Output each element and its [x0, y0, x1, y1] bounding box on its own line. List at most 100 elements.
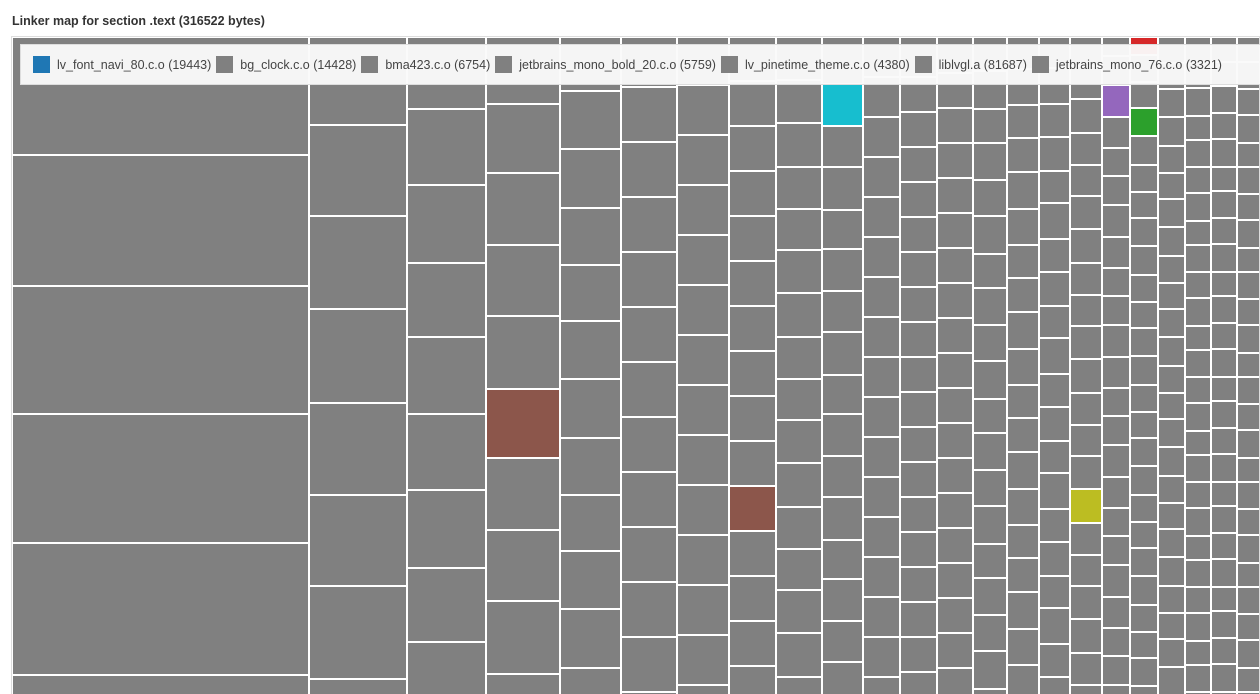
treemap-cell[interactable] [1103, 478, 1129, 507]
treemap-cell[interactable] [1159, 640, 1184, 666]
treemap-cell[interactable] [938, 529, 972, 562]
treemap-cell[interactable] [1159, 558, 1184, 585]
treemap-cell[interactable] [1008, 210, 1038, 244]
treemap-cell[interactable] [1186, 194, 1210, 220]
treemap-cell[interactable] [864, 198, 899, 236]
treemap-cell[interactable] [1186, 642, 1210, 664]
treemap-cell[interactable] [1131, 549, 1157, 575]
treemap-cell[interactable] [823, 457, 862, 496]
treemap-cell[interactable] [1238, 615, 1259, 639]
treemap-cell[interactable] [487, 105, 559, 172]
treemap-cell[interactable] [864, 158, 899, 196]
treemap-cell[interactable] [1071, 457, 1101, 488]
treemap-cell[interactable] [1071, 100, 1101, 132]
treemap-cell[interactable] [730, 172, 775, 215]
legend-item[interactable]: lv_pinetime_theme.c.o (4380) [720, 56, 910, 73]
treemap-cell[interactable] [974, 110, 1006, 142]
treemap-cell[interactable] [1238, 459, 1259, 481]
treemap-cell[interactable] [561, 322, 620, 378]
treemap-cell[interactable] [901, 323, 936, 356]
legend-item[interactable]: lv_font_navi_80.c.o (19443) [33, 56, 211, 73]
treemap-cell[interactable] [1008, 246, 1038, 277]
treemap-cell[interactable] [1103, 657, 1129, 684]
legend-item[interactable]: bma423.c.o (6754) [361, 56, 490, 73]
treemap-cell[interactable] [1131, 83, 1157, 107]
treemap-cell[interactable] [1131, 166, 1157, 191]
treemap-cell[interactable] [1186, 89, 1210, 115]
treemap-cell[interactable] [561, 439, 620, 494]
treemap-cell[interactable] [1071, 360, 1101, 392]
treemap-cell[interactable] [1186, 404, 1210, 430]
treemap-cell[interactable] [1186, 246, 1210, 271]
treemap-cell[interactable] [730, 577, 775, 620]
treemap-cell[interactable] [974, 217, 1006, 253]
treemap-cell[interactable] [901, 428, 936, 461]
treemap-cell[interactable] [1040, 138, 1069, 170]
treemap-cell[interactable] [938, 669, 972, 694]
treemap-cell[interactable] [1103, 177, 1129, 204]
treemap-cell[interactable] [1131, 606, 1157, 631]
treemap-cell[interactable] [561, 150, 620, 207]
treemap-cell[interactable] [1159, 174, 1184, 198]
treemap-cell[interactable] [777, 591, 821, 632]
treemap-cell[interactable] [1071, 426, 1101, 455]
treemap-cell[interactable] [1186, 351, 1210, 376]
treemap-cell[interactable] [1131, 193, 1157, 217]
treemap-cell[interactable] [1238, 405, 1259, 429]
treemap-cell[interactable] [864, 478, 899, 516]
treemap-cell[interactable] [1212, 378, 1236, 400]
treemap-cell[interactable] [1131, 523, 1157, 547]
treemap-cell[interactable] [777, 550, 821, 589]
treemap-cell[interactable] [938, 319, 972, 352]
treemap-cell[interactable] [974, 144, 1006, 179]
treemap-cell[interactable] [1186, 456, 1210, 481]
treemap-cell[interactable] [622, 198, 676, 251]
treemap-cell[interactable] [622, 363, 676, 416]
treemap-cell[interactable] [622, 638, 676, 691]
treemap-cell[interactable] [938, 564, 972, 597]
treemap-cell[interactable] [1131, 467, 1157, 494]
treemap-cell[interactable] [1238, 588, 1259, 613]
treemap-cell[interactable] [1159, 420, 1184, 446]
treemap-cell[interactable] [13, 676, 308, 694]
treemap-cell[interactable] [901, 113, 936, 146]
treemap-cell[interactable] [1103, 206, 1129, 236]
legend-item[interactable]: liblvgl.a (81687) [914, 56, 1027, 73]
treemap-cell[interactable] [1238, 144, 1259, 166]
treemap-cell[interactable] [1159, 284, 1184, 308]
treemap-cell[interactable] [1186, 273, 1210, 297]
treemap-cell[interactable] [1071, 327, 1101, 358]
treemap-cell[interactable] [1008, 593, 1038, 628]
treemap-cell[interactable] [974, 255, 1006, 287]
treemap-cell[interactable] [561, 92, 620, 148]
treemap-cell[interactable] [974, 579, 1006, 614]
treemap-cell[interactable] [1186, 117, 1210, 139]
treemap-cell[interactable] [1040, 577, 1069, 607]
treemap-cell[interactable] [777, 168, 821, 208]
treemap-cell[interactable] [1159, 668, 1184, 694]
treemap-cell[interactable] [561, 669, 620, 694]
treemap-cell[interactable] [1040, 474, 1069, 508]
treemap-cell[interactable] [730, 262, 775, 305]
treemap-cell[interactable] [487, 317, 559, 388]
treemap-cell[interactable] [408, 643, 485, 694]
treemap-cell[interactable] [1212, 612, 1236, 637]
treemap-cell[interactable] [1131, 219, 1157, 245]
treemap-cell[interactable] [1238, 483, 1259, 508]
treemap-cell[interactable] [823, 663, 862, 694]
treemap-cell[interactable] [1040, 375, 1069, 406]
treemap-cell[interactable] [561, 209, 620, 264]
treemap-cell[interactable] [1159, 394, 1184, 418]
treemap-cell[interactable] [13, 287, 308, 413]
treemap-cell[interactable] [622, 528, 676, 581]
treemap-cell[interactable] [1008, 106, 1038, 137]
treemap-cell[interactable] [1008, 139, 1038, 171]
treemap-cell[interactable] [1131, 303, 1157, 327]
treemap-cell[interactable] [1212, 219, 1236, 243]
treemap-cell[interactable] [1212, 297, 1236, 322]
treemap-cell[interactable] [1040, 543, 1069, 575]
treemap-cell[interactable] [1103, 118, 1129, 147]
treemap-cell[interactable] [1212, 273, 1236, 295]
treemap-cell[interactable] [864, 118, 899, 156]
treemap-cell[interactable] [1159, 477, 1184, 502]
